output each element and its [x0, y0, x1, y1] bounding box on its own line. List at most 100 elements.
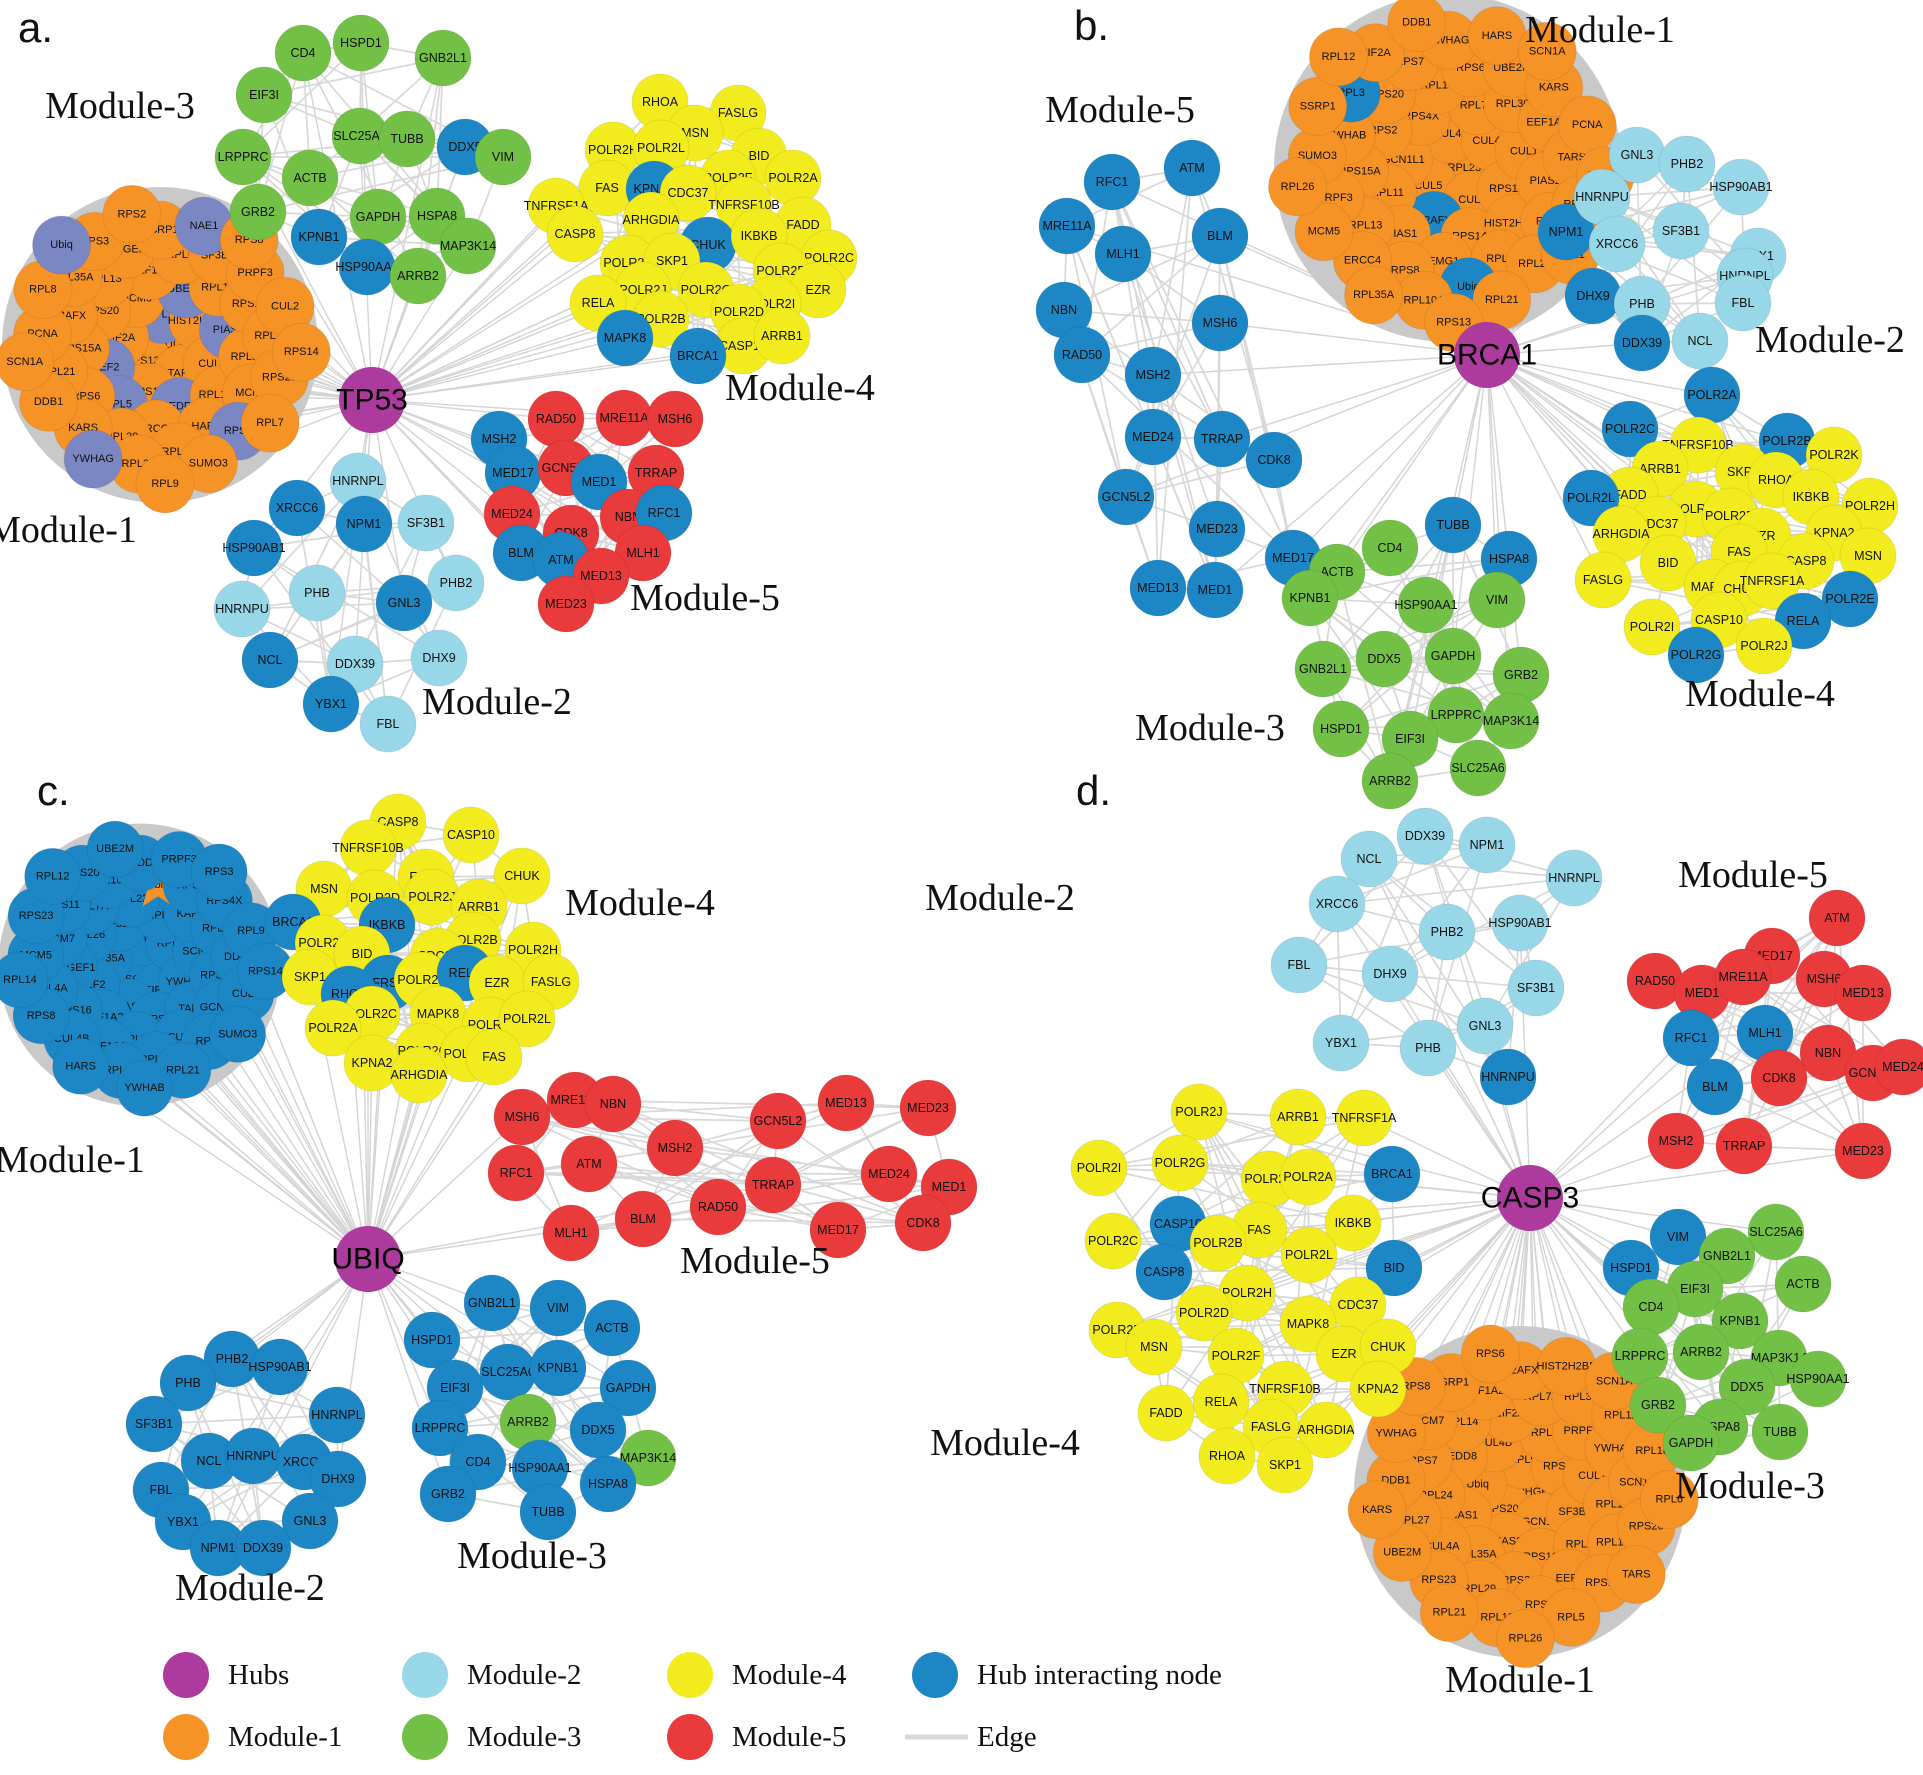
node-kars: KARS	[1347, 1480, 1407, 1540]
node-rpl21: RPL21	[1419, 1583, 1479, 1643]
node-rhoa: RHOA	[1198, 1427, 1256, 1485]
node-med23: MED23	[1188, 500, 1246, 558]
node-blm: BLM	[614, 1190, 672, 1248]
node-vim: VIM	[529, 1279, 587, 1337]
node-hsp90ab1: HSP90AB1	[1488, 894, 1552, 952]
node-rpl12: RPL12	[24, 847, 82, 905]
node-rps3: RPS3	[190, 843, 248, 901]
legend-label: Edge	[977, 1721, 1037, 1753]
node-eif3i: EIF3I	[235, 66, 293, 124]
node-npm1: NPM1	[335, 495, 393, 553]
node-mapk8: MAPK8	[596, 309, 654, 367]
node-rps6: RPS6	[1460, 1324, 1520, 1384]
hub-label: TP53	[336, 384, 408, 417]
node-lrpprc: LRPPRC	[214, 128, 272, 186]
hub-label: UBIQ	[331, 1243, 404, 1276]
hub-node-brca1	[1454, 322, 1520, 388]
node-ybx1: YBX1	[302, 675, 360, 733]
node-arrb2: ARRB2	[389, 247, 447, 305]
legend-swatch-m5-icon	[667, 1714, 713, 1760]
node-blm: BLM	[1191, 207, 1249, 265]
node-med13: MED13	[1834, 964, 1892, 1022]
node-sf3b1: SF3B1	[125, 1395, 183, 1453]
module-caption: Module-5	[1678, 854, 1828, 896]
node-gnl3: GNL3	[375, 574, 433, 632]
node-cd4: CD4	[274, 24, 332, 82]
node-polr2a: POLR2A	[1279, 1148, 1337, 1206]
node-hspd1: HSPD1	[332, 14, 390, 72]
node-mlh1: MLH1	[542, 1204, 600, 1262]
node-rela: RELA	[1192, 1373, 1250, 1431]
node-casp8: CASP8	[546, 205, 604, 263]
node-map3k14: MAP3K14	[1482, 692, 1540, 750]
node-tars: TARS	[1606, 1545, 1666, 1605]
node-med13: MED13	[817, 1074, 875, 1132]
node-msh2: MSH2	[1124, 346, 1182, 404]
node-phb2: PHB2	[427, 554, 485, 612]
node-phb2: PHB2	[1418, 903, 1476, 961]
node-mre11a: MRE11A	[1038, 197, 1096, 255]
node-sumo3: SUMO3	[209, 1005, 267, 1063]
node-brca1: BRCA1	[669, 327, 727, 385]
panel-letter: d.	[1076, 767, 1111, 814]
panel-letter: a.	[18, 4, 53, 51]
node-rpl7: RPL7	[240, 393, 300, 453]
node-trrap: TRRAP	[744, 1156, 802, 1214]
node-msh2: MSH2	[1647, 1112, 1705, 1170]
node-rpl35a: RPL35A	[1344, 265, 1404, 325]
node-tnfrsf1a: TNFRSF1A	[1332, 1089, 1397, 1147]
legend-swatch-hubnode-icon	[912, 1652, 958, 1698]
module-caption: Module-4	[565, 882, 715, 924]
node-hnrnpu: HNRNPU	[213, 580, 271, 638]
module-caption: Module-1	[0, 509, 137, 551]
node-rad50: RAD50	[689, 1178, 747, 1236]
module-caption: Module-3	[1135, 707, 1285, 749]
hub-node-ubiq	[335, 1226, 401, 1292]
module-caption: Module-1	[0, 1139, 145, 1181]
node-hspd1: HSPD1	[1312, 700, 1370, 758]
node-hnrnpu: HNRNPU	[224, 1427, 282, 1485]
node-brca1: BRCA1	[1363, 1145, 1421, 1203]
node-atm: ATM	[1808, 889, 1866, 947]
module-caption: Module-3	[1675, 1465, 1825, 1507]
node-fbl: FBL	[1270, 936, 1328, 994]
node-cd4: CD4	[1622, 1278, 1680, 1336]
node-scn1a: SCN1A	[0, 332, 55, 392]
node-mlh1: MLH1	[1094, 225, 1152, 283]
node-map3k14: MAP3K14	[439, 217, 497, 275]
legend-swatch-hub-icon	[163, 1652, 209, 1698]
legend-label: Module-2	[467, 1659, 581, 1691]
node-gapdh: GAPDH	[349, 188, 407, 246]
node-gnb2l1: GNB2L1	[414, 29, 472, 87]
node-mre11a: MRE11A	[595, 389, 653, 447]
node-tubb: TUBB	[378, 110, 436, 168]
legend-label: Module-5	[732, 1721, 846, 1753]
node-fadd: FADD	[1137, 1384, 1195, 1442]
node-med23: MED23	[1834, 1122, 1892, 1180]
node-msh6: MSH6	[1191, 294, 1249, 352]
module-caption: Module-5	[680, 1240, 830, 1282]
node-vim: VIM	[1468, 571, 1526, 629]
node-actb: ACTB	[1774, 1255, 1832, 1313]
node-tubb: TUBB	[1424, 496, 1482, 554]
node-hsp90ab1: HSP90AB1	[1709, 158, 1773, 216]
node-msh6: MSH6	[646, 390, 704, 448]
node-vim: VIM	[474, 128, 532, 186]
node-ybx1: YBX1	[1312, 1014, 1370, 1072]
node-ddb1: DDB1	[1387, 0, 1447, 53]
hub-label: CASP3	[1481, 1182, 1579, 1215]
node-pcna: PCNA	[1557, 95, 1617, 155]
node-skp1: SKP1	[1256, 1436, 1314, 1494]
node-gnb2l1: GNB2L1	[463, 1274, 521, 1332]
node-tubb: TUBB	[1751, 1403, 1809, 1461]
node-npm1: NPM1	[1458, 816, 1516, 874]
node-ddx5: DDX5	[1355, 630, 1413, 688]
node-trrap: TRRAP	[1715, 1117, 1773, 1175]
node-rpl12: RPL12	[1308, 27, 1368, 87]
node-vim: VIM	[1649, 1208, 1707, 1266]
node-mre11a: MRE11A	[1714, 948, 1772, 1006]
node-dhx9: DHX9	[1361, 945, 1419, 1003]
module-caption: Module-5	[1045, 89, 1195, 131]
labels-layer: Module-1 Module-3 Module-4 Module-2 Module-5…	[0, 2, 1905, 1701]
